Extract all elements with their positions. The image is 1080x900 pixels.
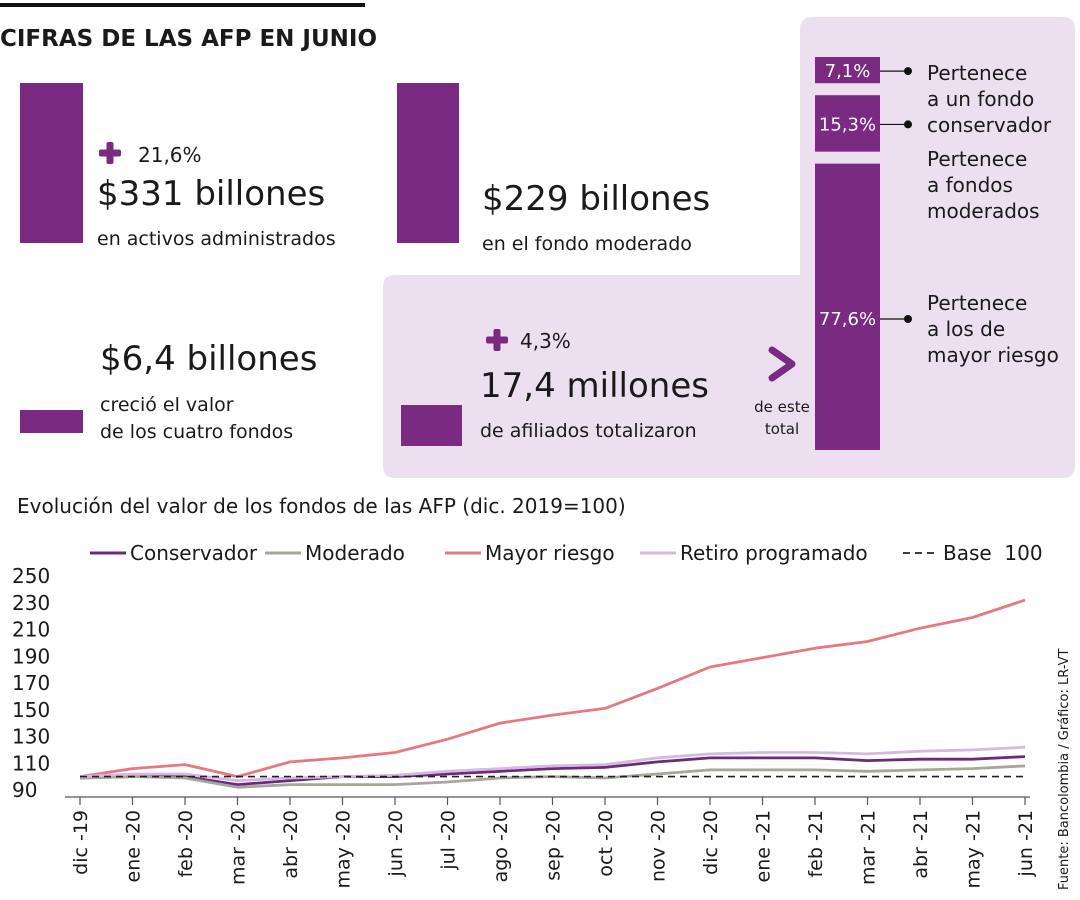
stat-caption: en activos administrados — [97, 228, 336, 250]
x-tick-label: may -21 — [963, 810, 985, 888]
x-tick-label: abr -21 — [910, 810, 932, 879]
legend-label: Mayor riesgo — [485, 541, 615, 565]
x-tick-label: ene -21 — [753, 810, 775, 883]
y-tick-label: 170 — [12, 671, 50, 695]
change-label: 21,6% — [138, 143, 202, 167]
y-tick-label: 110 — [12, 751, 50, 775]
x-tick-label: sep -20 — [543, 810, 565, 881]
segment-annotation: Pertenece — [927, 291, 1027, 315]
stat-caption: creció el valor — [100, 394, 234, 416]
segment-label: 15,3% — [819, 114, 876, 135]
x-tick-label: nov -20 — [648, 810, 670, 882]
y-tick-label: 210 — [12, 618, 50, 642]
x-tick-label: ene -20 — [123, 810, 145, 883]
chart-title: Evolución del valor de los fondos de las… — [17, 494, 626, 518]
x-tick-label: jun -21 — [1015, 810, 1037, 877]
leader-dot — [904, 67, 912, 76]
segment-label: 77,6% — [819, 309, 876, 330]
x-tick-label: feb -21 — [805, 810, 827, 878]
y-tick-label: 190 — [12, 644, 50, 668]
segment-annotation: moderados — [927, 199, 1040, 223]
y-tick-label: 130 — [12, 725, 50, 749]
segment-label: 7,1% — [825, 61, 871, 82]
x-tick-label: mar -20 — [228, 810, 250, 885]
stat-value: $331 billones — [97, 174, 325, 214]
breakdown-note: total — [765, 420, 799, 438]
legend-label: Conservador — [130, 541, 258, 565]
x-tick-label: feb -20 — [175, 810, 197, 878]
segment — [815, 163, 880, 450]
segment — [815, 57, 880, 84]
stat-value: 17,4 millones — [480, 366, 709, 406]
x-tick-label: jun -20 — [385, 810, 407, 877]
stat-value: $229 billones — [482, 179, 710, 219]
y-tick-label: 250 — [12, 564, 50, 588]
plus-icon — [106, 142, 114, 164]
page-title: CIFRAS DE LAS AFP EN JUNIO — [0, 26, 377, 52]
stat-caption: de los cuatro fondos — [100, 421, 293, 443]
segment-annotation: conservador — [927, 113, 1052, 137]
x-tick-label: oct -20 — [595, 810, 617, 877]
decor-bar — [397, 83, 459, 243]
stat-caption: de afiliados totalizaron — [480, 420, 697, 442]
stat-caption: en el fondo moderado — [482, 233, 692, 255]
series-line — [79, 755, 1026, 786]
series-line — [79, 745, 1026, 782]
segment-annotation: Pertenece — [927, 147, 1027, 171]
series-line — [79, 598, 1026, 778]
leader-dot — [904, 315, 912, 323]
breakdown-note: de este — [754, 398, 810, 416]
segment — [815, 95, 880, 152]
x-tick-label: may -20 — [333, 810, 355, 888]
leader-dot — [904, 120, 912, 129]
x-tick-label: abr -20 — [280, 810, 302, 879]
segment-annotation: Pertenece — [927, 61, 1027, 85]
decor-bar — [20, 83, 83, 243]
legend-label: Moderado — [305, 541, 405, 565]
x-tick-label: dic -20 — [700, 810, 722, 875]
x-tick-label: jul -20 — [438, 810, 460, 871]
y-tick-label: 90 — [12, 778, 37, 802]
legend-label: Retiro programado — [680, 541, 868, 565]
change-label: 4,3% — [520, 329, 571, 353]
segment-annotation: a un fondo — [927, 87, 1034, 111]
x-tick-label: ago -20 — [490, 810, 512, 882]
y-tick-label: 230 — [12, 591, 50, 615]
source-note: Fuente: Bancolombia / Gráfico: LR-VT — [1057, 648, 1072, 890]
stat-value: $6,4 billones — [100, 339, 317, 379]
chevron-icon — [768, 346, 796, 382]
segment-annotation: a fondos — [927, 173, 1013, 197]
y-tick-label: 150 — [12, 698, 50, 722]
decor-bar — [401, 405, 462, 446]
segment-annotation: mayor riesgo — [927, 343, 1059, 367]
decor-bar — [20, 410, 83, 433]
x-tick-label: dic -19 — [70, 810, 92, 875]
plus-icon — [493, 329, 501, 351]
x-tick-label: mar -21 — [858, 810, 880, 885]
highlight-panel — [383, 17, 1075, 478]
legend-label: Base 100 — [943, 541, 1043, 565]
title-rule — [0, 3, 365, 7]
segment-annotation: a los de — [927, 317, 1005, 341]
